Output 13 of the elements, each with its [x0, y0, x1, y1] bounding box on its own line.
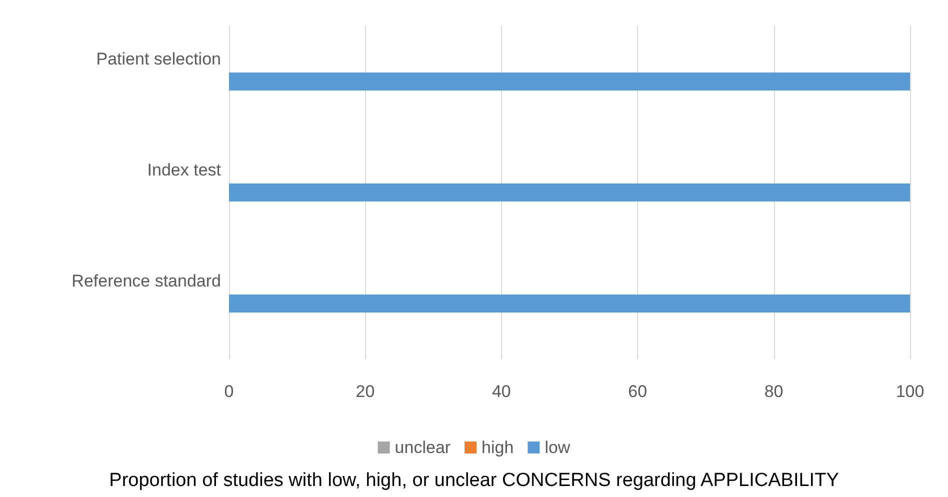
x-tick-label: 0: [224, 382, 234, 401]
text: Proportion of studies with low, high, or unclear CONCERNS regarding APPLICABILITY: [109, 470, 840, 491]
x-tick-label: 100: [896, 382, 924, 401]
x-tick-label: 60: [628, 382, 648, 401]
legend-label: low: [544, 438, 571, 457]
x-tick-label: 40: [492, 382, 511, 401]
y-tick-label: Index test: [147, 160, 222, 180]
legend-label: high: [482, 438, 514, 457]
legend-label: unclear: [394, 438, 451, 457]
y-tick-label: Patient selection: [96, 50, 221, 68]
y-tick-label: Reference standard: [72, 272, 221, 290]
x-tick-label: 20: [356, 382, 375, 401]
x-tick-label: 80: [764, 382, 784, 401]
